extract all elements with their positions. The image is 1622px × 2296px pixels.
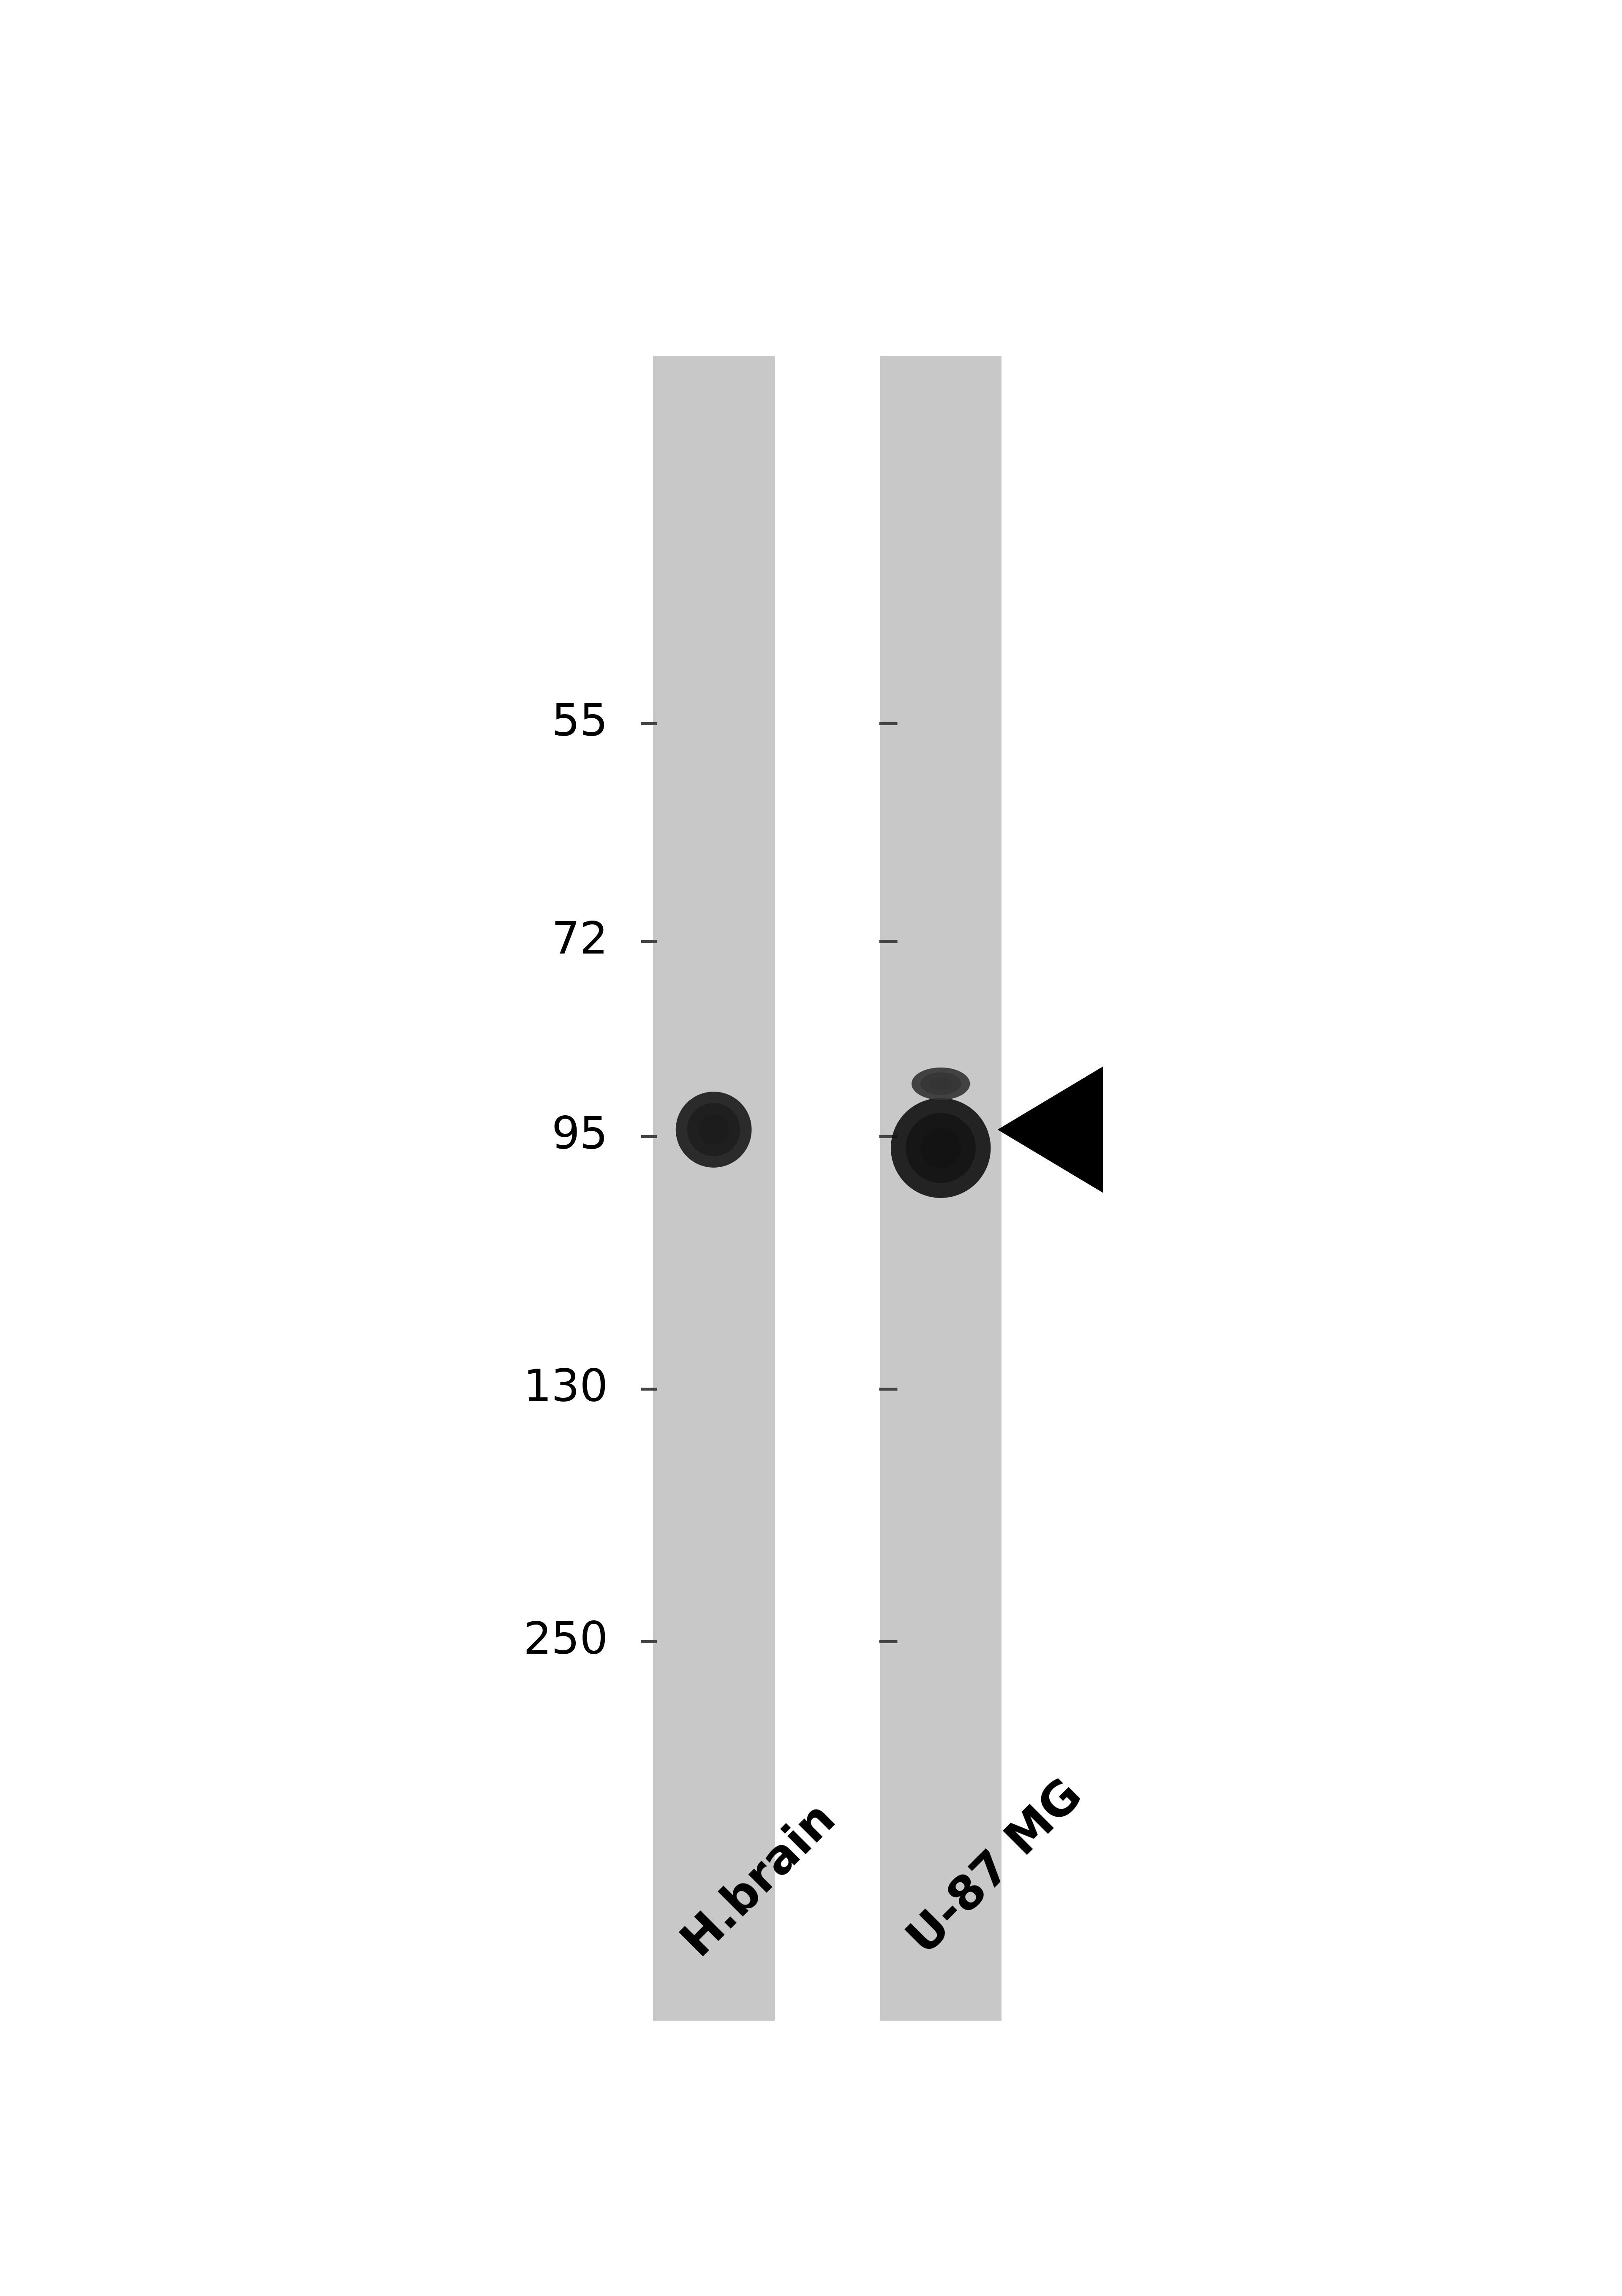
- Ellipse shape: [688, 1102, 740, 1157]
- Text: U-87 MG: U-87 MG: [900, 1773, 1092, 1963]
- Ellipse shape: [676, 1091, 751, 1169]
- Bar: [879, 356, 1001, 2020]
- Text: 95: 95: [551, 1116, 608, 1157]
- Ellipse shape: [920, 1072, 962, 1095]
- Ellipse shape: [890, 1097, 991, 1199]
- Text: H.brain: H.brain: [673, 1793, 843, 1963]
- Text: 55: 55: [551, 703, 608, 744]
- Ellipse shape: [921, 1127, 960, 1169]
- Ellipse shape: [929, 1077, 952, 1091]
- Ellipse shape: [699, 1114, 728, 1146]
- Text: 72: 72: [551, 921, 608, 962]
- Ellipse shape: [912, 1068, 970, 1100]
- Polygon shape: [998, 1065, 1103, 1194]
- Ellipse shape: [905, 1114, 976, 1182]
- Bar: [652, 356, 775, 2020]
- Text: 250: 250: [524, 1621, 608, 1662]
- Text: 130: 130: [524, 1368, 608, 1410]
